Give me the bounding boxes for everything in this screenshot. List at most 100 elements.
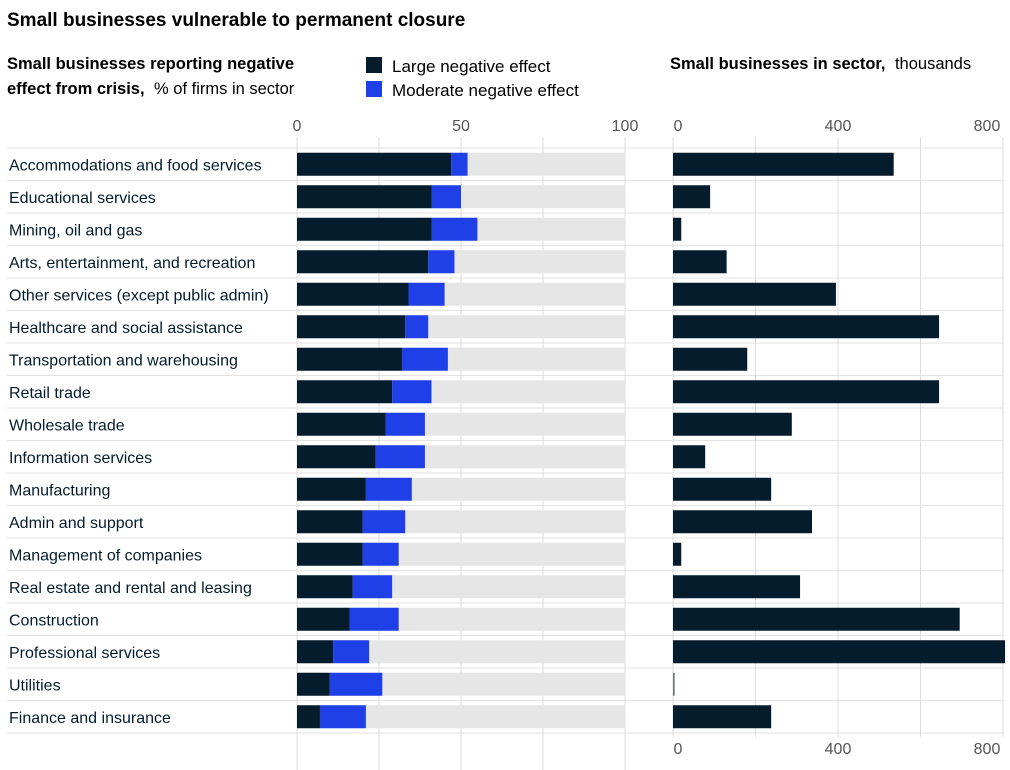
bar-moderate-negative	[431, 217, 478, 241]
category-label: Construction	[9, 612, 99, 629]
bar-moderate-negative	[408, 282, 445, 306]
bar-business-count	[673, 672, 675, 696]
category-label: Educational services	[9, 190, 156, 207]
right-tick-label-top: 400	[825, 118, 852, 135]
bar-business-count	[673, 542, 682, 566]
bar-large-negative	[297, 250, 429, 274]
left-panel-title-unit: % of firms in sector	[154, 80, 295, 98]
bar-large-negative	[297, 217, 432, 241]
category-label: Mining, oil and gas	[9, 222, 142, 239]
bar-moderate-negative	[405, 315, 429, 339]
bar-business-count	[673, 315, 940, 339]
bar-business-count	[673, 282, 836, 306]
bar-business-count	[673, 412, 792, 436]
bar-business-count	[673, 705, 772, 729]
category-label: Manufacturing	[9, 482, 110, 499]
legend-swatch-moderate	[366, 81, 382, 97]
category-label: Professional services	[9, 645, 160, 662]
bar-moderate-negative	[392, 380, 432, 404]
bar-moderate-negative	[329, 672, 383, 696]
bar-business-count	[673, 250, 727, 274]
right-tick-label-top: 800	[974, 118, 1001, 135]
left-tick-label: 100	[612, 118, 639, 135]
bar-business-count	[673, 510, 813, 534]
bar-large-negative	[297, 445, 376, 469]
left-panel-title-bold: effect from crisis,	[7, 80, 145, 98]
bar-large-negative	[297, 315, 406, 339]
legend-swatch-large	[366, 57, 382, 73]
category-label: Accommodations and food services	[9, 157, 262, 174]
bar-large-negative	[297, 380, 393, 404]
bar-large-negative	[297, 412, 386, 436]
bar-business-count	[673, 380, 940, 404]
category-label: Admin and support	[9, 515, 144, 532]
bar-moderate-negative	[431, 185, 461, 209]
bar-large-negative	[297, 152, 452, 176]
left-panel-title-line2: effect from crisis, % of firms in sector	[7, 80, 295, 98]
bar-business-count	[673, 185, 711, 209]
category-label: Utilities	[9, 677, 61, 694]
bar-large-negative	[297, 607, 350, 631]
right-tick-label-bottom: 0	[674, 741, 683, 758]
bar-large-negative	[297, 672, 330, 696]
category-label: Real estate and rental and leasing	[9, 580, 252, 597]
right-panel-title: Small businesses in sector, thousands	[670, 55, 971, 73]
bar-moderate-negative	[319, 705, 366, 729]
bar-track	[297, 705, 625, 729]
bar-moderate-negative	[451, 152, 468, 176]
category-label: Arts, entertainment, and recreation	[9, 255, 255, 272]
category-label: Information services	[9, 450, 152, 467]
legend-label-moderate: Moderate negative effect	[392, 81, 579, 100]
bar-large-negative	[297, 282, 409, 306]
bar-business-count	[673, 152, 894, 176]
bar-business-count	[673, 217, 682, 241]
bar-large-negative	[297, 477, 366, 501]
bar-track	[297, 640, 625, 664]
bar-moderate-negative	[428, 250, 455, 274]
category-label: Management of companies	[9, 547, 202, 564]
bar-moderate-negative	[365, 477, 412, 501]
bar-large-negative	[297, 510, 363, 534]
right-panel-title-bold: Small businesses in sector,	[670, 55, 886, 73]
bar-large-negative	[297, 347, 402, 371]
bar-business-count	[673, 640, 1006, 664]
bar-large-negative	[297, 575, 353, 599]
category-label: Wholesale trade	[9, 417, 125, 434]
bar-business-count	[673, 477, 772, 501]
bar-moderate-negative	[352, 575, 393, 599]
bar-moderate-negative	[385, 412, 425, 436]
bar-large-negative	[297, 640, 334, 664]
right-panel-title-unit: thousands	[895, 55, 971, 73]
right-tick-label-top: 0	[674, 118, 683, 135]
axis-ticks: 0 50 100 0 0 400 400 800 800	[293, 118, 1001, 758]
category-labels: Accommodations and food services Educatio…	[9, 157, 269, 727]
category-label: Healthcare and social assistance	[9, 320, 243, 337]
bar-moderate-negative	[349, 607, 399, 631]
bar-moderate-negative	[362, 510, 406, 534]
bar-large-negative	[297, 185, 432, 209]
bars	[297, 152, 1006, 729]
category-label: Transportation and warehousing	[9, 352, 238, 369]
bar-business-count	[673, 607, 960, 631]
left-panel-title-line1: Small businesses reporting negative	[7, 55, 294, 73]
bar-business-count	[673, 575, 801, 599]
left-tick-label: 0	[293, 118, 302, 135]
category-label: Other services (except public admin)	[9, 287, 269, 304]
bar-large-negative	[297, 705, 320, 729]
bar-moderate-negative	[362, 542, 399, 566]
right-tick-label-bottom: 800	[974, 741, 1001, 758]
bar-moderate-negative	[375, 445, 425, 469]
grid-lines	[7, 137, 1004, 770]
bar-large-negative	[297, 542, 363, 566]
bar-moderate-negative	[333, 640, 370, 664]
chart-title: Small businesses vulnerable to permanent…	[7, 10, 465, 31]
left-tick-label: 50	[452, 118, 470, 135]
right-tick-label-bottom: 400	[825, 741, 852, 758]
bar-moderate-negative	[401, 347, 448, 371]
category-label: Finance and insurance	[9, 710, 171, 727]
category-label: Retail trade	[9, 385, 91, 402]
bar-business-count	[673, 347, 748, 371]
bar-business-count	[673, 445, 706, 469]
legend-label-large: Large negative effect	[392, 57, 551, 76]
